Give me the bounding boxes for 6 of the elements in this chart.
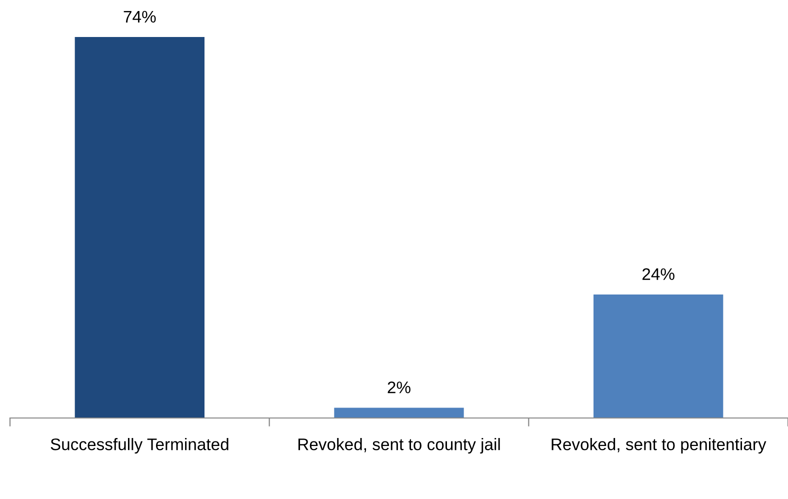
- x-tick-label: Revoked, sent to penitentiary: [552, 438, 766, 454]
- x-tick-label: Revoked, sent to county jail: [298, 438, 500, 454]
- data-label: 74%: [124, 10, 156, 23]
- x-tick-label: Successfully Terminated: [50, 438, 228, 454]
- data-label: 24%: [642, 268, 674, 280]
- data-label: 2%: [388, 381, 410, 394]
